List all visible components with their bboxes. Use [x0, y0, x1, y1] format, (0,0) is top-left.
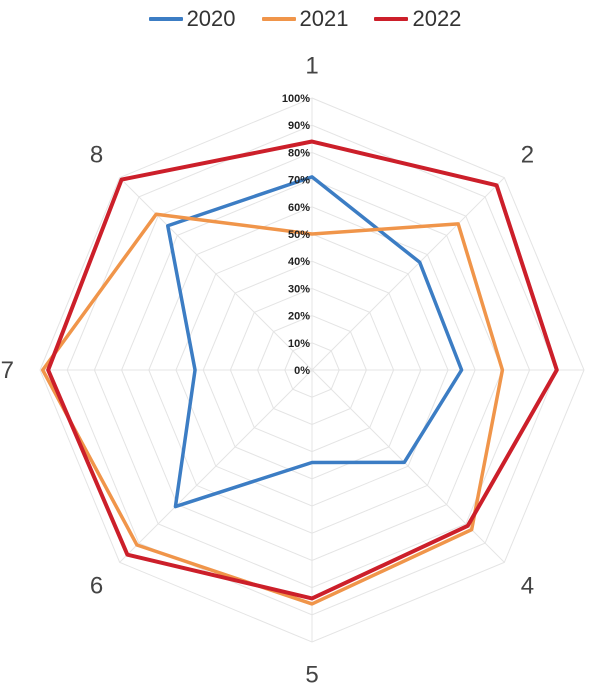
grid-spoke-4: [311, 369, 505, 563]
category-label-1: 1: [305, 52, 318, 79]
category-label-4: 4: [521, 572, 534, 599]
tick-label-90pct: 90%: [288, 120, 310, 132]
legend-item-2021: 2021: [261, 6, 349, 32]
legend-item-2022: 2022: [374, 6, 461, 32]
category-label-8: 8: [90, 142, 103, 169]
grid-spoke-6: [119, 369, 313, 563]
category-label-7: 7: [1, 357, 14, 384]
category-label-6: 6: [90, 572, 103, 599]
tick-label-20pct: 20%: [288, 311, 310, 323]
tick-label-70pct: 70%: [288, 175, 310, 187]
tick-label-30pct: 30%: [288, 283, 310, 295]
grid-spoke-8: [119, 177, 313, 371]
tick-label-100pct: 100%: [282, 93, 310, 105]
legend-label-2021: 2021: [299, 6, 349, 31]
category-label-5: 5: [305, 662, 318, 689]
series-line-2020: [166, 175, 464, 509]
series-line-2021: [40, 212, 505, 606]
legend-label-2020: 2020: [186, 6, 236, 31]
tick-label-60pct: 60%: [288, 202, 310, 214]
tick-label-80pct: 80%: [288, 147, 310, 159]
tick-label-40pct: 40%: [288, 256, 310, 268]
tick-label-0pct: 0%: [294, 365, 310, 377]
legend-item-2020: 2020: [148, 6, 236, 32]
legend-label-2022: 2022: [412, 6, 462, 31]
tick-label-10pct: 10%: [288, 338, 310, 350]
grid-spoke-2: [311, 177, 505, 371]
legend-swatch-2020: [148, 17, 183, 21]
legend-swatch-2021: [261, 17, 296, 21]
series-line-2022: [46, 139, 559, 601]
legend-swatch-2022: [374, 17, 409, 21]
category-label-2: 2: [521, 142, 534, 169]
chart-legend: 2020 2021 2022: [0, 6, 610, 32]
tick-label-50pct: 50%: [288, 229, 310, 241]
